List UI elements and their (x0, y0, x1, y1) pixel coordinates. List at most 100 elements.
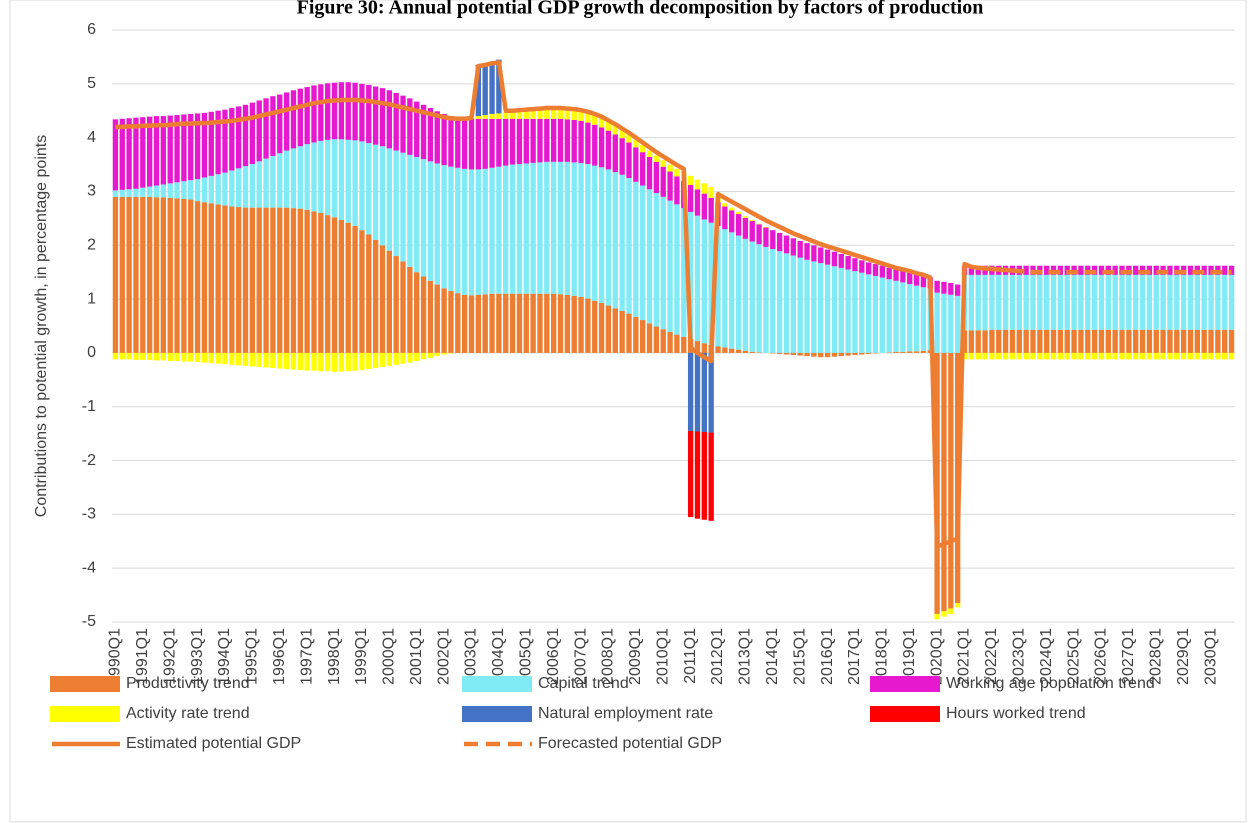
bar-segment (776, 352, 783, 354)
bar-segment (297, 208, 303, 353)
y-tick-label: -5 (82, 613, 96, 630)
bar-segment (1023, 329, 1029, 353)
bar-segment (393, 256, 399, 353)
bar-segment (1208, 274, 1214, 330)
bar-segment (831, 266, 838, 353)
bar-segment (366, 84, 372, 144)
bar-segment (311, 85, 317, 143)
bar-segment (420, 276, 427, 353)
bar-segment (975, 274, 981, 331)
bar-segment (201, 112, 208, 178)
legend-label: Capital trend (538, 675, 629, 692)
bar-segment (550, 108, 557, 119)
x-tick-label: 2016Q1 (819, 628, 836, 685)
bar-segment (1078, 274, 1084, 330)
bar-segment (242, 352, 249, 366)
bar-segment (434, 111, 440, 164)
bar-segment (263, 158, 269, 208)
bar-segment (1187, 274, 1194, 330)
bar-segment (1112, 274, 1118, 330)
bar-segment (859, 352, 865, 355)
bar-segment (359, 230, 365, 353)
bar-segment (646, 157, 653, 190)
bar-segment (1057, 352, 1064, 360)
bar-segment (1105, 352, 1111, 360)
bar-segment (304, 352, 310, 371)
bar-segment (852, 258, 858, 272)
bar-segment (153, 352, 160, 361)
bar-segment (1112, 265, 1118, 275)
bar-segment (729, 348, 735, 353)
bar-segment (537, 293, 543, 353)
bar-segment (790, 352, 797, 356)
bar-segment (770, 230, 776, 250)
bar-segment (1126, 352, 1132, 360)
bar-segment (475, 64, 482, 117)
bar-segment (701, 432, 707, 520)
bar-segment (934, 613, 940, 620)
bar-segment (1044, 352, 1050, 360)
bar-segment (208, 352, 214, 364)
x-tick-label: 2024Q1 (1038, 628, 1055, 685)
bar-segment (256, 100, 262, 162)
bar-segment (503, 112, 509, 119)
bar-segment (434, 352, 440, 357)
bar-segment (742, 350, 749, 353)
bar-segment (475, 118, 482, 170)
bar-segment (325, 83, 331, 140)
bar-segment (379, 88, 386, 147)
bar-segment (1023, 352, 1029, 360)
bar-segment (1078, 352, 1084, 360)
bar-segment (1228, 274, 1235, 330)
bar-segment (619, 174, 625, 311)
bar-segment (797, 352, 803, 356)
bar-segment (687, 352, 694, 431)
bar-segment (1222, 329, 1228, 353)
bar-segment (379, 245, 386, 353)
bar-segment (612, 308, 618, 353)
x-tick-label: 2007Q1 (572, 628, 589, 685)
bar-segment (318, 84, 324, 141)
bar-segment (256, 161, 262, 208)
bar-segment (722, 206, 728, 230)
bar-segment (646, 189, 653, 324)
bar-segment (208, 175, 214, 204)
bar-segment (386, 148, 392, 251)
bar-segment (776, 232, 783, 252)
bar-segment (681, 336, 687, 353)
bar-segment (325, 352, 331, 372)
bar-segment (414, 272, 420, 353)
bar-segment (461, 294, 468, 353)
bar-segment (503, 293, 509, 353)
y-tick-label: 5 (87, 75, 96, 92)
bar-segment (660, 329, 666, 353)
bar-segment (592, 124, 598, 166)
bar-segment (708, 352, 714, 433)
bar-segment (1002, 329, 1009, 353)
bar-segment (715, 225, 721, 347)
bar-segment (509, 111, 516, 119)
bar-segment (277, 94, 283, 154)
x-tick-label: 2018Q1 (874, 628, 891, 685)
bar-segment (448, 352, 454, 354)
bar-segment (742, 238, 749, 351)
x-tick-label: 2025Q1 (1065, 628, 1082, 685)
bar-segment (934, 280, 940, 293)
bar-segment (475, 169, 482, 295)
bar-segment (1160, 329, 1166, 353)
bar-segment (516, 118, 523, 165)
bar-segment (400, 95, 406, 153)
bar-segment (297, 352, 303, 371)
bar-segment (1037, 352, 1043, 360)
legend-label: Activity rate trend (126, 705, 250, 722)
bar-segment (687, 211, 694, 339)
bar-segment (414, 157, 420, 273)
bar-segment (249, 352, 256, 367)
bar-segment (920, 275, 927, 288)
bar-segment (174, 115, 180, 183)
bar-segment (1174, 274, 1180, 330)
bar-segment (482, 118, 488, 169)
bar-segment (496, 113, 502, 119)
y-tick-label: 2 (87, 236, 96, 253)
